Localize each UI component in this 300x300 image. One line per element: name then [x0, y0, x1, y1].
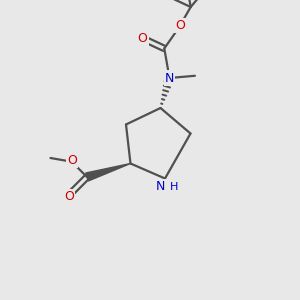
- Polygon shape: [86, 164, 130, 181]
- Text: N: N: [156, 180, 165, 194]
- Text: N: N: [165, 71, 174, 85]
- Text: H: H: [170, 182, 178, 192]
- Text: O: O: [137, 32, 147, 45]
- Text: O: O: [175, 19, 185, 32]
- Text: O: O: [64, 190, 74, 203]
- Text: O: O: [67, 154, 77, 167]
